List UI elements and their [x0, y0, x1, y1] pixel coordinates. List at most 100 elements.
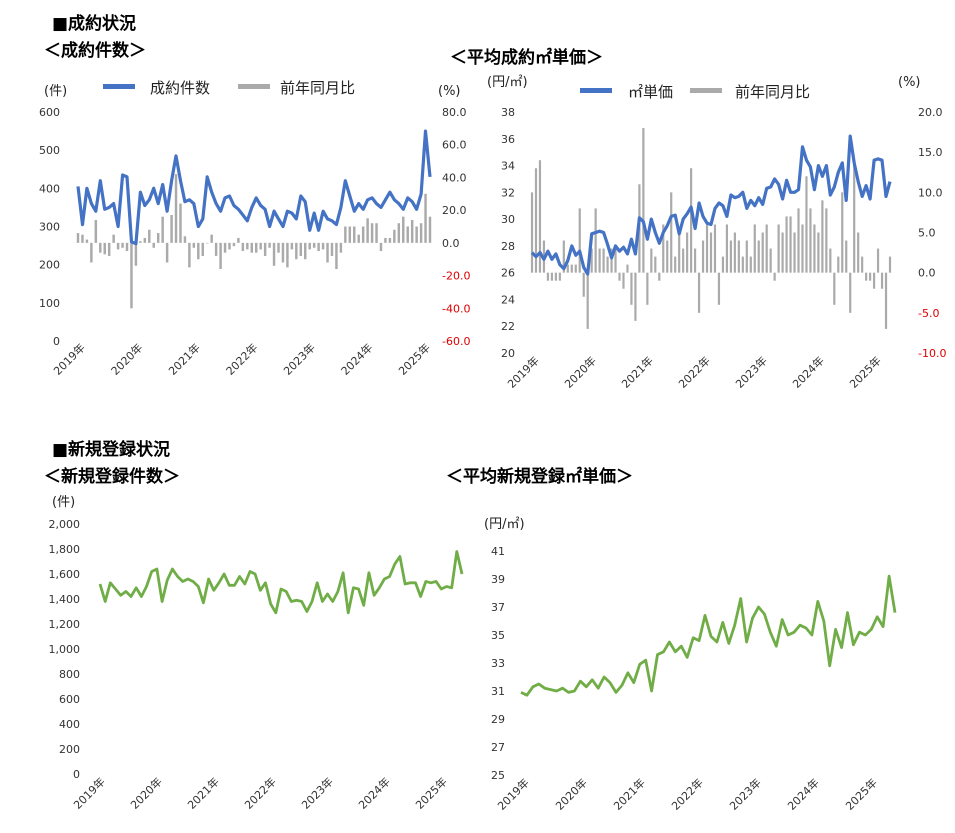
- contract-unit-price-bar: [630, 272, 633, 305]
- contract-unit-price-bar: [753, 224, 756, 273]
- contract-unit-price-x-tick-label: 2023年: [732, 353, 769, 390]
- contracts-legend-line-swatch: [103, 84, 135, 89]
- contract-unit-price-right-tick-label: 20.0: [918, 106, 943, 119]
- contracts-bar: [121, 242, 124, 248]
- contract-unit-price-right-unit-label: (%): [898, 75, 921, 90]
- contract-unit-price-left-unit-label: (円/㎡): [487, 75, 528, 90]
- new-registrations-x-tick-label: 2023年: [298, 774, 335, 811]
- contract-unit-price-bar: [872, 272, 876, 289]
- contracts-bar: [370, 223, 374, 243]
- contract-unit-price-bar: [705, 224, 709, 273]
- contract-unit-price-bar: [829, 248, 832, 273]
- contracts-bar: [192, 242, 196, 248]
- contracts-bar: [112, 234, 115, 243]
- contracts-right-tick-label: -20.0: [442, 270, 470, 283]
- contract-unit-price-bar: [853, 160, 856, 273]
- contracts-bar: [388, 237, 392, 243]
- contracts-right-tick-label: 20.0: [442, 204, 467, 217]
- contract-unit-price-x-tick-label: 2024年: [789, 353, 826, 390]
- contracts-bar: [85, 239, 89, 243]
- contract-unit-price-bar: [538, 160, 542, 273]
- contracts-bar: [161, 216, 164, 243]
- contract-unit-price-bar: [642, 128, 645, 273]
- contract-unit-price-bar: [610, 248, 613, 273]
- contracts-right-unit-label: (%): [438, 84, 461, 99]
- contract-unit-price-left-tick-label: 22: [501, 320, 515, 333]
- contracts-bar: [90, 242, 93, 263]
- contracts-bar: [402, 216, 405, 243]
- new-registration-unit-price-left-tick-label: 25: [491, 769, 505, 782]
- contracts-bar: [415, 226, 418, 243]
- new-registrations-x-tick-label: 2025年: [412, 774, 449, 811]
- contract-unit-price-bar: [678, 232, 681, 273]
- contract-unit-price-bar: [749, 256, 752, 273]
- contract-unit-price-bar: [654, 256, 657, 273]
- contract-unit-price-bar: [869, 272, 872, 281]
- contract-unit-price-left-tick-label: 32: [501, 186, 515, 199]
- contract-unit-price-bar: [666, 240, 669, 273]
- contract-unit-price-legend-line-label: ㎡単価: [628, 83, 673, 101]
- contracts-x-tick-label: 2022年: [223, 340, 260, 377]
- contract-unit-price-bar: [809, 208, 812, 273]
- contracts-bar: [214, 242, 218, 256]
- chart-title-contract-unit-price: ＜平均成約㎡単価＞: [450, 48, 603, 68]
- new-registration-unit-price-left-tick-label: 33: [491, 657, 505, 670]
- contracts-bar: [321, 242, 325, 250]
- contracts-bar: [223, 242, 227, 253]
- contracts-bar: [419, 223, 423, 243]
- contract-unit-price-bar: [662, 224, 665, 273]
- contract-unit-price-bar: [546, 272, 550, 281]
- contracts-bar: [277, 242, 280, 253]
- contracts-bar: [156, 233, 160, 243]
- contracts-bar: [255, 242, 258, 253]
- contracts-bar: [241, 242, 245, 252]
- contracts-bar: [197, 242, 200, 260]
- contract-unit-price-bar: [590, 248, 593, 273]
- contract-unit-price-bar: [721, 256, 725, 273]
- chart-title-new-registration-unit-price: ＜平均新規登録㎡単価＞: [446, 467, 633, 487]
- contracts-right-tick-label: 40.0: [442, 171, 467, 184]
- contracts-left-tick-label: 400: [39, 182, 60, 195]
- contract-unit-price-bar: [837, 256, 840, 273]
- contract-unit-price-bar: [777, 224, 780, 273]
- new-registration-unit-price-x-tick-label: 2020年: [552, 775, 589, 812]
- contract-unit-price-bar: [670, 192, 673, 273]
- contracts-bar: [295, 242, 298, 260]
- new-registrations-x-tick-label: 2022年: [241, 774, 278, 811]
- new-registration-unit-price-x-tick-label: 2021年: [610, 775, 647, 812]
- contract-unit-price-left-tick-label: 20: [501, 347, 515, 360]
- new-registrations-left-tick-label: 800: [59, 668, 80, 681]
- contracts-bar: [290, 242, 294, 250]
- contract-unit-price-bar: [888, 256, 892, 273]
- contracts-bar: [406, 226, 409, 243]
- contract-unit-price-bar: [725, 224, 729, 273]
- contract-unit-price-bar: [729, 240, 732, 273]
- new-registrations-line-series: [98, 550, 464, 615]
- contract-unit-price-right-tick-label: -10.0: [918, 347, 946, 360]
- contracts-x-tick-label: 2024年: [338, 340, 375, 377]
- contract-unit-price-bar: [880, 272, 884, 289]
- contract-unit-price-bar: [801, 224, 804, 273]
- contracts-bar: [281, 242, 285, 263]
- contract-unit-price-bar: [606, 256, 609, 273]
- contract-unit-price-x-tick-label: 2022年: [675, 353, 712, 390]
- contracts-bar: [326, 242, 329, 263]
- contracts-bar: [308, 242, 311, 250]
- contracts-left-tick-label: 100: [39, 297, 60, 310]
- contracts-bar: [201, 242, 204, 256]
- contracts-bar: [330, 242, 334, 256]
- contracts-bar: [366, 218, 369, 243]
- contracts-bar: [152, 242, 155, 248]
- contracts-bar: [81, 234, 84, 243]
- contract-unit-price-bar: [861, 256, 864, 273]
- contracts-bar: [103, 242, 106, 255]
- contract-unit-price-x-tick-label: 2021年: [618, 353, 655, 390]
- new-registrations-left-tick-label: 1,200: [49, 618, 81, 631]
- chart-title-contracts: ＜成約件数＞: [44, 41, 146, 61]
- contract-unit-price-bar: [558, 272, 561, 281]
- new-registrations-x-tick-label: 2021年: [184, 774, 221, 811]
- new-registrations-left-tick-label: 1,400: [49, 593, 81, 606]
- contracts-legend-bar-label: 前年同月比: [280, 79, 355, 97]
- contract-unit-price-bar: [713, 224, 717, 273]
- contract-unit-price-bar: [534, 168, 538, 273]
